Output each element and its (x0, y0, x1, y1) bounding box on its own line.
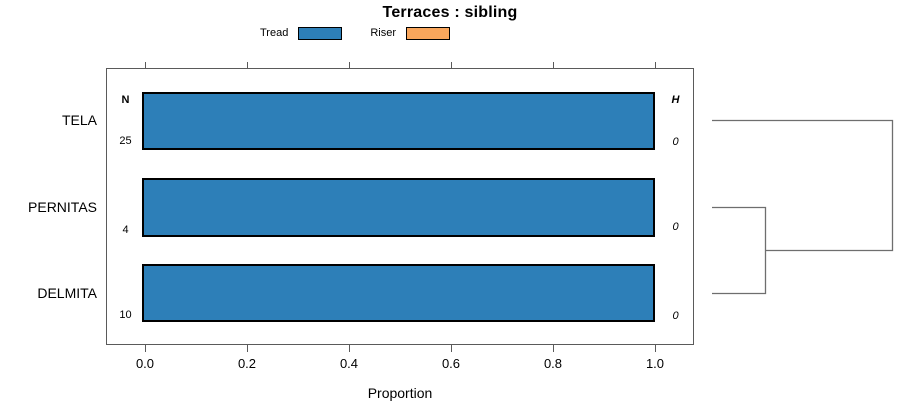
n-value-tela: 25 (119, 135, 132, 147)
axis-tick-bottom-1 (247, 345, 248, 352)
axis-tick-bottom-2 (349, 345, 350, 352)
bar-delmita (142, 264, 655, 322)
axis-tick-top-5 (655, 62, 656, 68)
chart-title: Terraces : sibling (382, 4, 518, 21)
bar-segment-tread (144, 180, 653, 235)
category-label-tela: TELA (61, 112, 97, 128)
x-tick-label-5: 1.0 (645, 356, 665, 371)
legend-swatch-tread (298, 26, 343, 40)
legend: Tread Riser (0, 25, 710, 41)
axis-tick-bottom-0 (145, 345, 146, 352)
bar-pernitas (142, 178, 655, 237)
bar-segment-tread (144, 266, 653, 320)
n-column-header: N (121, 94, 130, 106)
n-value-delmita: 10 (119, 309, 132, 321)
h-value-delmita: 0 (672, 310, 679, 322)
bar-tela (142, 92, 655, 150)
category-label-delmita: DELMITA (37, 285, 97, 301)
x-tick-label-0: 0.0 (135, 356, 155, 371)
axis-tick-top-0 (145, 62, 146, 68)
axis-tick-bottom-5 (655, 345, 656, 352)
x-tick-label-1: 0.2 (237, 356, 257, 371)
x-tick-label-2: 0.4 (339, 356, 359, 371)
x-tick-label-3: 0.6 (441, 356, 461, 371)
bar-segment-tread (144, 94, 653, 148)
legend-label-riser: Riser (370, 27, 396, 39)
axis-tick-bottom-3 (451, 345, 452, 352)
h-column-header: H (671, 94, 680, 106)
x-axis-label: Proportion (367, 385, 433, 401)
n-value-pernitas: 4 (122, 224, 129, 236)
legend-swatch-riser (406, 26, 450, 40)
axis-tick-bottom-4 (553, 345, 554, 352)
legend-label-tread: Tread (260, 27, 289, 39)
axis-tick-top-1 (247, 62, 248, 68)
axis-tick-top-4 (553, 62, 554, 68)
category-label-pernitas: PERNITAS (28, 199, 97, 215)
h-value-pernitas: 0 (672, 221, 679, 233)
x-tick-label-4: 0.8 (543, 356, 563, 371)
axis-tick-top-2 (349, 62, 350, 68)
h-value-tela: 0 (672, 136, 679, 148)
axis-tick-top-3 (451, 62, 452, 68)
